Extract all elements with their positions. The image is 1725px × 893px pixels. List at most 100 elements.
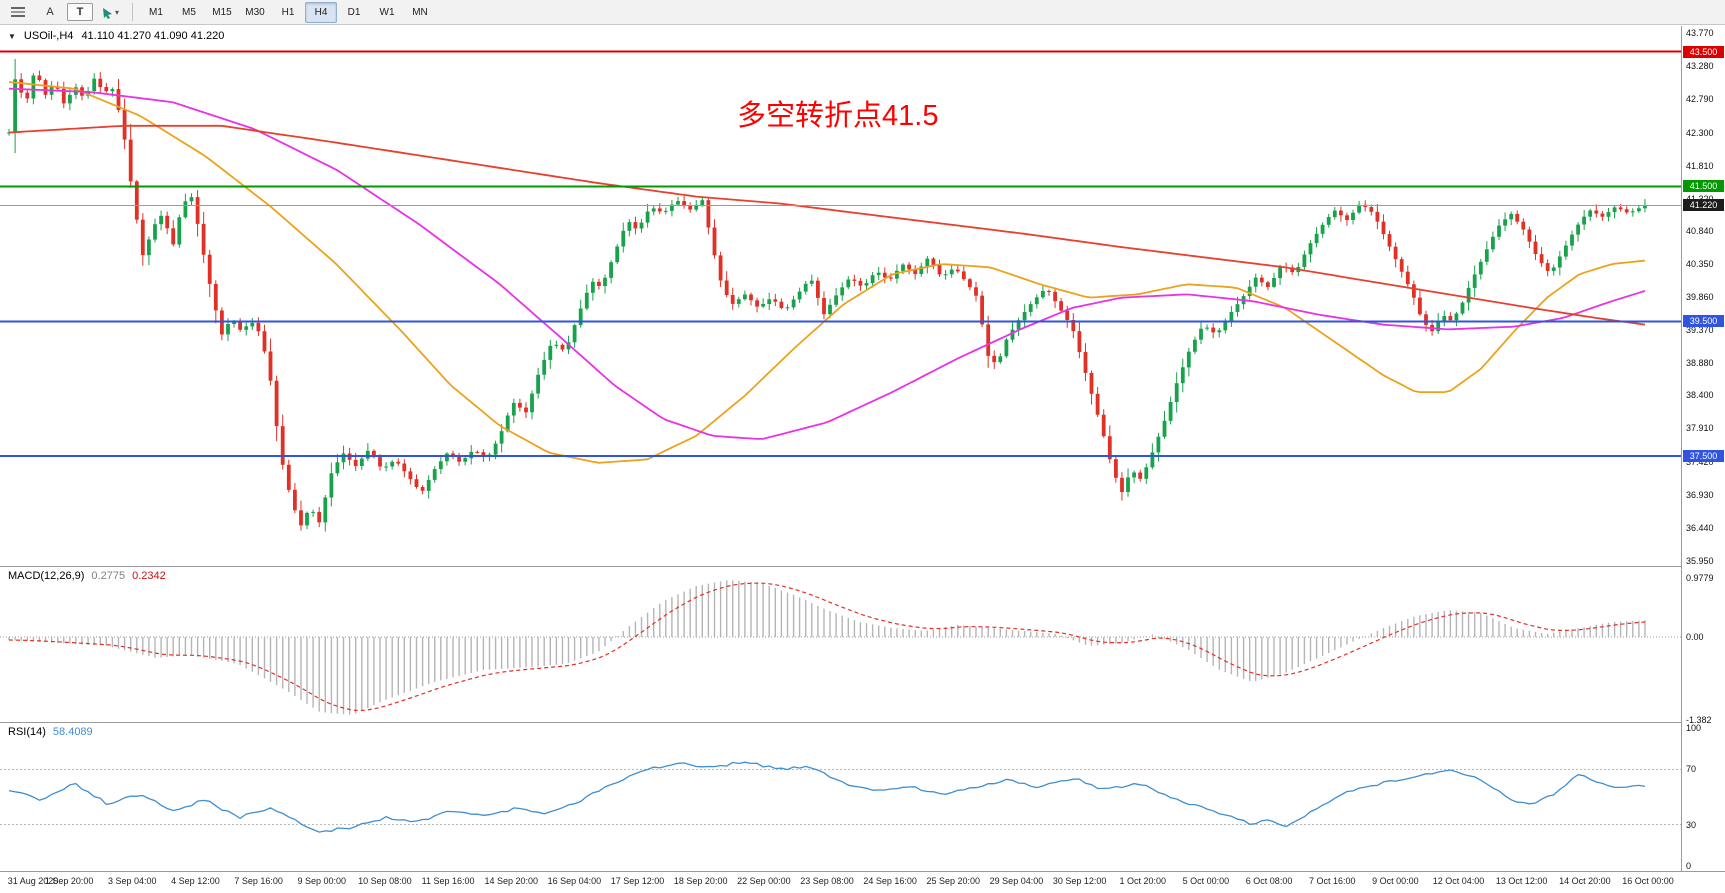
macd-indicator-label: MACD(12,26,9) 0.2775 0.2342: [8, 570, 166, 582]
current-price-badge: 41.220: [1683, 199, 1724, 211]
pane-resize-handle-rsi[interactable]: [0, 722, 1725, 723]
macd-signal-value: 0.2342: [132, 570, 166, 582]
price-tick-label: 40.350: [1686, 259, 1714, 269]
price-level-badge: 39.500: [1683, 315, 1724, 327]
ma-fast-orange: [8, 81, 1646, 464]
price-axis[interactable]: 43.77043.28042.79042.30041.81041.32040.8…: [1682, 26, 1725, 871]
timeframe-button-m30[interactable]: M30: [245, 6, 265, 18]
time-axis-label: 13 Oct 12:00: [1495, 876, 1548, 886]
timeframe-button-mn[interactable]: MN: [412, 6, 428, 18]
text-tool-button[interactable]: T: [67, 3, 93, 21]
time-axis-label: 30 Sep 12:00: [1052, 876, 1107, 886]
timeframe-button-w1[interactable]: W1: [379, 6, 395, 18]
macd-main-value: 0.2775: [91, 570, 126, 582]
price-tick-label: 37.910: [1686, 423, 1714, 433]
time-axis-label: 1 Sep 20:00: [44, 876, 94, 886]
macd-name: MACD(12,26,9): [8, 570, 85, 582]
timeframe-button-group: M1 M5 M15 M30 H1 H4 D1 W1 MN: [140, 1, 436, 23]
time-axis-label: 11 Sep 16:00: [421, 876, 475, 886]
price-tick-label: 40.840: [1686, 226, 1714, 236]
macd-histogram-group: [8, 580, 1646, 715]
price-tick-label: 42.790: [1686, 94, 1714, 104]
arrow-tool-icon: [102, 7, 112, 19]
rsi-name: RSI(14): [8, 726, 46, 738]
chart-list-button[interactable]: [3, 2, 33, 23]
time-axis-label: 1 Oct 20:00: [1119, 876, 1167, 886]
time-axis-label: 6 Oct 08:00: [1245, 876, 1293, 886]
time-axis-label: 7 Sep 16:00: [234, 876, 283, 886]
rsi-indicator-label: RSI(14) 58.4089: [8, 726, 93, 738]
time-axis-label: 10 Sep 08:00: [358, 876, 412, 886]
price-tick-label: 38.400: [1686, 390, 1714, 400]
price-tick-label: 43.280: [1686, 61, 1714, 71]
arrow-tool-dropdown[interactable]: ▾: [95, 2, 125, 23]
timeframe-button-m1[interactable]: M1: [149, 6, 163, 18]
time-axis-label: 9 Oct 00:00: [1372, 876, 1419, 886]
rsi-scale-label: 100: [1686, 723, 1702, 733]
price-tick-label: 39.370: [1686, 325, 1714, 335]
price-level-badge: 37.500: [1683, 450, 1724, 462]
timeframe-button-h1[interactable]: H1: [281, 6, 295, 18]
rsi-line: [8, 761, 1646, 833]
chart-ohlc-header: ▼ USOil-,H4 41.110 41.270 41.090 41.220: [8, 30, 224, 42]
moving-averages-group: [8, 81, 1646, 464]
price-tick-label: 39.860: [1686, 292, 1714, 302]
price-tick-label: 36.930: [1686, 490, 1714, 500]
time-axis-label: 18 Sep 20:00: [673, 876, 728, 886]
time-axis-label: 23 Sep 08:00: [800, 876, 854, 886]
price-tick-label: 38.880: [1686, 358, 1714, 368]
macd-scale-label: -1.382: [1686, 715, 1712, 725]
time-axis-label: 9 Sep 00:00: [297, 876, 347, 886]
timeframe-button-m15[interactable]: M15: [212, 6, 232, 18]
time-axis-label: 17 Sep 12:00: [610, 876, 665, 886]
time-axis-label: 3 Sep 04:00: [108, 876, 157, 886]
time-axis-label: 4 Sep 12:00: [171, 876, 220, 886]
time-axis[interactable]: 31 Aug 2020 1 Sep 20:00 3 Sep 04:00 4 Sep 1…: [0, 872, 1725, 893]
horizontal-lines-group: [0, 50, 1681, 458]
time-axis-label: 24 Sep 16:00: [863, 876, 917, 886]
macd-signal-line: [8, 582, 1646, 712]
timeframe-button-d1[interactable]: D1: [347, 6, 361, 18]
price-tick-label: 37.420: [1686, 457, 1714, 467]
time-axis-label: 5 Oct 00:00: [1182, 876, 1230, 886]
timeframe-button-h4[interactable]: H4: [305, 1, 337, 23]
time-axis-label: 29 Sep 04:00: [989, 876, 1044, 886]
ma-mid-magenta: [8, 87, 1646, 440]
time-axis-label: 31 Aug 2020: [7, 876, 59, 886]
price-tick-label: 36.440: [1686, 523, 1714, 533]
rsi-scale-label: 0: [1686, 861, 1692, 871]
pane-resize-handle-macd[interactable]: [0, 566, 1725, 567]
ohlc-values: 41.110 41.270 41.090 41.220: [81, 30, 225, 42]
rsi-value: 58.4089: [52, 726, 93, 738]
time-axis-label: 22 Sep 00:00: [737, 876, 791, 886]
ma-slow-red: [8, 124, 1646, 326]
timeframe-button-m5[interactable]: M5: [182, 6, 196, 18]
label-tool-a-button[interactable]: A: [46, 6, 54, 18]
time-axis-label: 16 Oct 00:00: [1622, 876, 1674, 886]
rsi-scale-label: 70: [1686, 764, 1697, 774]
price-axis-separator: [1681, 26, 1682, 871]
toolbar-separator: [132, 3, 133, 21]
time-axis-label: 7 Oct 16:00: [1308, 876, 1356, 886]
price-tick-label: 41.810: [1686, 161, 1714, 171]
time-axis-label: 12 Oct 04:00: [1432, 876, 1485, 886]
price-tick-label: 35.950: [1686, 556, 1714, 566]
price-tick-label: 43.770: [1686, 28, 1714, 38]
symbol-period-label: USOil-,H4: [23, 30, 74, 42]
rsi-scale-label: 30: [1686, 820, 1697, 830]
time-axis-label: 25 Sep 20:00: [926, 876, 981, 886]
toolbar: A T ▾ M1 M5 M15 M30 H1 H4 D1 W1 MN: [0, 0, 1725, 25]
dropdown-caret-icon: ▾: [114, 7, 119, 17]
price-tick-label: 42.300: [1686, 128, 1714, 138]
price-level-badge: 43.500: [1683, 46, 1724, 58]
time-axis-label: 14 Oct 20:00: [1559, 876, 1611, 886]
time-axis-label: 16 Sep 04:00: [547, 876, 602, 886]
candles-group: [7, 59, 1647, 532]
chart-annotation-text: 多空转折点41.5: [737, 100, 939, 132]
chart-list-icon: [11, 7, 25, 17]
time-axis-label: 14 Sep 20:00: [484, 876, 538, 886]
one-click-trading-arrow[interactable]: ▼: [8, 31, 16, 41]
time-axis-separator: [0, 871, 1725, 872]
